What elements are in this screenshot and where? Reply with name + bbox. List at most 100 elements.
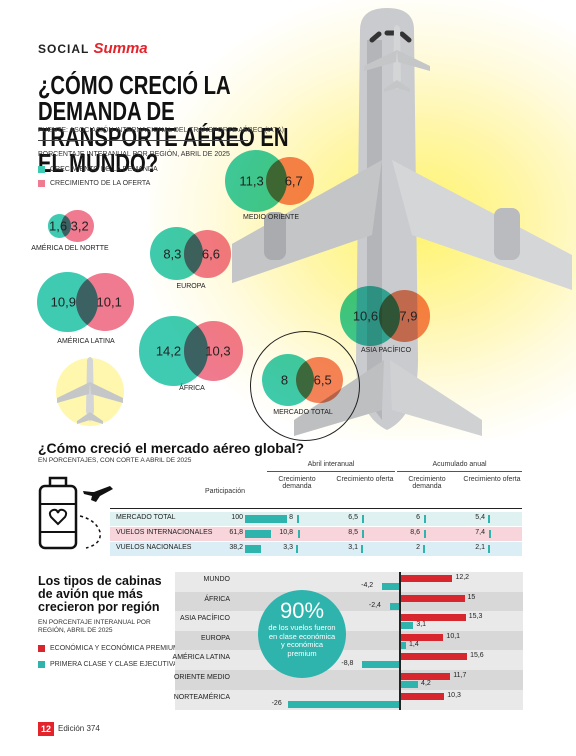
growth-mark xyxy=(360,545,363,553)
business-bar xyxy=(400,681,419,688)
cell-value: 100 xyxy=(231,514,243,521)
business-bar xyxy=(389,602,400,610)
economy-bar xyxy=(400,594,465,602)
edition-label: Edición 374 xyxy=(58,724,100,733)
growth-mark xyxy=(361,515,364,523)
brand-logo: SOCIAL Summa xyxy=(38,40,148,57)
group-header-cumulative: Acumulado anual xyxy=(432,461,487,468)
supply-bubble xyxy=(378,290,431,342)
row-label: VUELOS NACIONALES xyxy=(116,544,192,551)
col-header-share: Participación xyxy=(204,488,246,495)
cell-value: 6,5 xyxy=(348,514,358,521)
growth-mark xyxy=(297,515,300,523)
economy-value: 10,1 xyxy=(446,632,461,640)
group-header-monthly: Abril interanual xyxy=(307,461,355,468)
region-label: MEDIO ORIENTE xyxy=(242,214,300,221)
supply-value: 10,1 xyxy=(96,294,122,310)
demand-value: 11,3 xyxy=(239,173,264,189)
demand-value: 10,6 xyxy=(352,308,379,324)
cell-value: 8,5 xyxy=(348,529,358,536)
share-bar xyxy=(245,530,271,538)
divider xyxy=(397,471,522,472)
col-header-supply-month: Crecimiento oferta xyxy=(336,476,394,483)
growth-mark xyxy=(424,530,427,538)
supply-value: 6,7 xyxy=(284,173,303,189)
demand-value: 1,6 xyxy=(49,218,68,234)
demand-value: 8,3 xyxy=(163,246,182,262)
supply-bubble xyxy=(75,272,135,332)
economy-value: 11,7 xyxy=(453,672,467,679)
cell-value: 7,4 xyxy=(475,529,485,536)
divider xyxy=(38,140,248,141)
economy-bar xyxy=(400,653,468,661)
business-value: -8,8 xyxy=(341,660,354,668)
small-airplane-icon xyxy=(56,357,124,426)
luggage-icon xyxy=(38,476,113,550)
supply-bubble xyxy=(183,230,232,278)
table-row: VUELOS NACIONALES 38,2 3,3 3,1 2 2,1 xyxy=(110,542,522,556)
share-bar xyxy=(245,515,287,523)
economy-bar xyxy=(400,614,466,622)
table-subtitle: EN PORCENTAJES, CON CORTE A ABRIL DE 202… xyxy=(38,457,192,464)
source-note: FUENTE: ASOCIACIÓN INTERNACIONAL DEL TRA… xyxy=(38,127,284,134)
supply-bubble xyxy=(60,209,94,243)
callout-text: de los vuelos fueron en clase económica … xyxy=(268,623,336,658)
economy-value: 10,3 xyxy=(447,691,461,699)
economy-value: 15 xyxy=(467,593,476,601)
region-label: AMÉRICA DEL NORTTE xyxy=(31,245,109,252)
region-label: ÁFRICA xyxy=(204,595,230,603)
region-label: ASIA PACÍFICO xyxy=(360,347,412,354)
growth-mark xyxy=(488,515,491,523)
legend-supply: CRECIMIENTO DE LA OFERTA xyxy=(38,180,150,187)
zero-axis xyxy=(399,572,401,710)
region-label: MUNDO xyxy=(203,576,230,583)
region-label: NORTEAMÉRICA xyxy=(173,693,230,701)
legend-demand: CRECIMIENTO DE LA DEMANDA xyxy=(38,166,158,173)
supply-value: 7,9 xyxy=(399,308,418,324)
growth-mark xyxy=(487,545,490,553)
business-bar xyxy=(381,583,400,590)
supply-value: 6,6 xyxy=(201,246,221,262)
cabin-chart-subtitle: EN PORCENTAJE INTERANUAL POR REGIÓN, ABR… xyxy=(38,619,151,634)
supply-bubble xyxy=(266,157,314,205)
cell-value: 3,3 xyxy=(283,544,293,551)
region-label: ÁFRICA xyxy=(179,385,205,392)
cell-value: 3,1 xyxy=(348,544,358,551)
cabin-chart-title: Los tipos de cabinas de avión que más cr… xyxy=(38,574,162,614)
col-header-demand-year: Crecimiento demanda xyxy=(408,476,446,490)
divider xyxy=(110,508,522,509)
supply-value: 3,2 xyxy=(70,218,89,234)
row-label: MERCADO TOTAL xyxy=(116,514,176,521)
supply-bubble xyxy=(183,321,243,381)
economy-value: 15,6 xyxy=(470,652,484,660)
col-header-demand-month: Crecimiento demanda xyxy=(278,476,316,490)
legend-economy: ECONÓMICA Y ECONÓMICA PREMIUM xyxy=(38,645,179,652)
economy-value: 12,2 xyxy=(455,574,470,581)
col-header-supply-year: Crecimiento oferta xyxy=(463,476,521,483)
demand-value: 10,9 xyxy=(50,294,76,310)
business-bar xyxy=(362,661,400,669)
growth-mark xyxy=(295,545,298,553)
economy-value: 15,3 xyxy=(468,613,483,621)
business-value: -4,2 xyxy=(361,582,374,589)
cell-value: 6 xyxy=(416,514,420,521)
cell-value: 61,8 xyxy=(229,529,243,536)
region-label: AMÉRICA LATINA xyxy=(57,338,115,345)
growth-mark xyxy=(422,545,425,553)
economy-bar xyxy=(400,692,445,700)
business-value: -2,4 xyxy=(368,601,381,609)
growth-mark xyxy=(488,530,491,538)
callout-circle: 90% de los vuelos fueron en clase económ… xyxy=(258,590,346,678)
page-number: 12 xyxy=(38,722,54,736)
table-row: MERCADO TOTAL 100 8 6,5 6 5,4 xyxy=(110,512,522,526)
business-bar xyxy=(400,641,407,649)
region-label: ORIENTE MEDIO xyxy=(173,674,230,681)
cell-value: 38,2 xyxy=(229,544,243,551)
cell-value: 10,8 xyxy=(279,529,293,536)
economy-bar xyxy=(400,673,451,680)
callout-value: 90% xyxy=(279,598,325,623)
region-label: EUROPA xyxy=(200,634,230,642)
region-label: EUROPA xyxy=(176,283,206,290)
business-value: 3,1 xyxy=(416,621,427,629)
table-title: ¿Cómo creció el mercado aéreo global? xyxy=(38,440,305,456)
